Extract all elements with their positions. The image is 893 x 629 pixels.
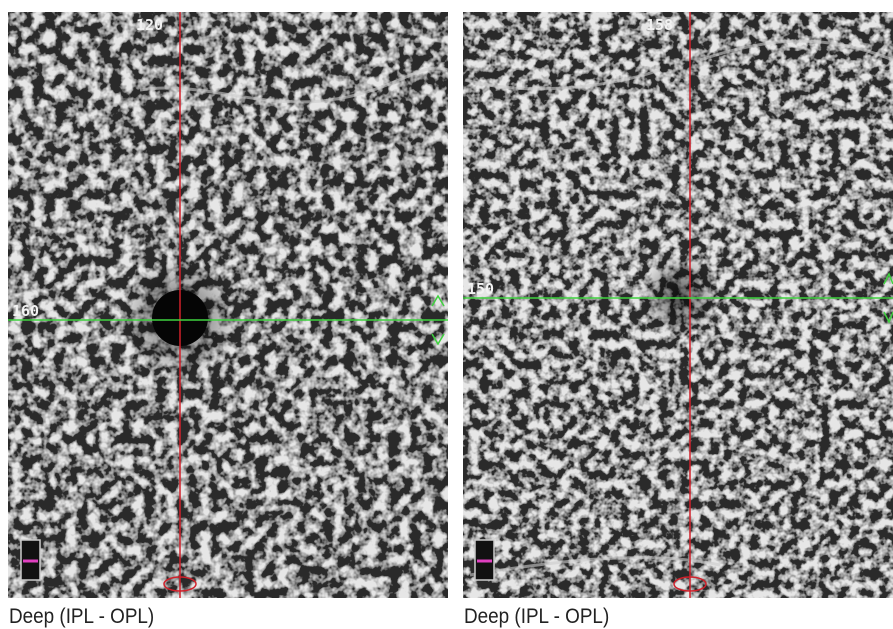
cursor-label: 120: [136, 16, 163, 34]
vessel: [139, 66, 449, 104]
cursor-handle: [673, 576, 707, 592]
cursor-handle: [431, 294, 445, 346]
foveal-zone: [640, 255, 720, 335]
cursor-label: 158: [646, 16, 673, 34]
oct-panel: 120 160 Deep (IPL - OPL): [8, 12, 449, 628]
cursor-label: 150: [467, 280, 494, 298]
cursor-handle: [883, 272, 893, 324]
vessel: [464, 39, 893, 577]
cursor-handle: [163, 576, 197, 592]
oct-panel: 158 150 Deep (IPL - OPL): [463, 12, 893, 628]
cursor-label: 160: [12, 302, 39, 320]
caption: Deep (IPL - OPL): [9, 605, 154, 628]
caption: Deep (IPL - OPL): [464, 605, 609, 628]
